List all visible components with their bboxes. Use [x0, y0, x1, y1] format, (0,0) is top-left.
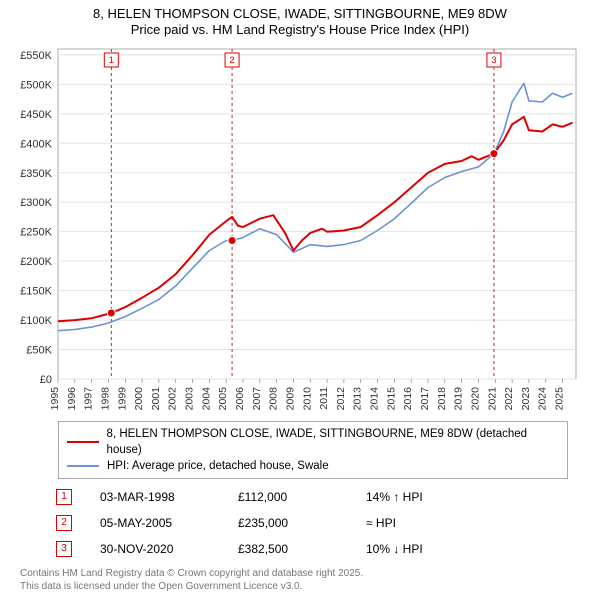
event-note: 14% ↑ HPI [366, 490, 423, 504]
event-price: £112,000 [238, 490, 338, 504]
svg-text:3: 3 [491, 55, 496, 66]
svg-text:2013: 2013 [352, 386, 364, 410]
svg-text:2020: 2020 [469, 386, 481, 410]
event-note: 10% ↓ HPI [366, 542, 423, 556]
svg-text:2002: 2002 [167, 386, 179, 410]
svg-text:2001: 2001 [150, 386, 162, 410]
svg-text:2022: 2022 [503, 386, 515, 410]
svg-text:2009: 2009 [284, 386, 296, 410]
svg-text:2023: 2023 [520, 386, 532, 410]
title-line-1: 8, HELEN THOMPSON CLOSE, IWADE, SITTINGB… [10, 6, 590, 22]
chart-container: 8, HELEN THOMPSON CLOSE, IWADE, SITTINGB… [0, 0, 600, 590]
svg-text:2: 2 [229, 55, 234, 66]
legend-row-1: 8, HELEN THOMPSON CLOSE, IWADE, SITTINGB… [67, 426, 559, 458]
legend-label-1: 8, HELEN THOMPSON CLOSE, IWADE, SITTINGB… [107, 426, 559, 458]
svg-text:£450K: £450K [20, 108, 52, 120]
svg-text:£100K: £100K [20, 315, 52, 327]
svg-text:2003: 2003 [184, 386, 196, 410]
event-marker-box: 3 [56, 541, 72, 557]
svg-text:1: 1 [109, 55, 114, 66]
svg-text:2016: 2016 [402, 386, 414, 410]
chart-title: 8, HELEN THOMPSON CLOSE, IWADE, SITTINGB… [10, 6, 590, 39]
svg-text:£50K: £50K [26, 344, 52, 356]
svg-text:2021: 2021 [486, 386, 498, 410]
plot-area: £0 £50K £100K £150K £200K £250K £300K £350K £400… [10, 43, 590, 413]
svg-text:£350K: £350K [20, 167, 52, 179]
event-marker-box: 2 [56, 515, 72, 531]
event-date: 05-MAY-2005 [100, 516, 210, 530]
svg-text:2012: 2012 [335, 386, 347, 410]
svg-text:2024: 2024 [537, 386, 549, 410]
legend-label-2: HPI: Average price, detached house, Swal… [107, 458, 329, 474]
svg-text:2007: 2007 [251, 386, 263, 410]
chart-svg: £0 £50K £100K £150K £200K £250K £300K £350K £400… [10, 43, 590, 413]
svg-text:2017: 2017 [419, 386, 431, 410]
svg-text:£200K: £200K [20, 256, 52, 268]
svg-text:£550K: £550K [20, 49, 52, 61]
svg-text:2005: 2005 [217, 386, 229, 410]
svg-text:1999: 1999 [116, 386, 128, 410]
svg-text:2010: 2010 [301, 386, 313, 410]
legend: 8, HELEN THOMPSON CLOSE, IWADE, SITTINGB… [58, 421, 568, 479]
event-row: 2 05-MAY-2005 £235,000 ≈ HPI [40, 515, 590, 531]
legend-row-2: HPI: Average price, detached house, Swal… [67, 458, 559, 474]
footer-line-1: Contains HM Land Registry data © Crown c… [20, 567, 590, 580]
svg-text:£400K: £400K [20, 138, 52, 150]
svg-text:£150K: £150K [20, 285, 52, 297]
svg-text:1995: 1995 [49, 386, 61, 410]
svg-text:2025: 2025 [554, 386, 566, 410]
svg-text:2019: 2019 [453, 386, 465, 410]
svg-text:1998: 1998 [99, 386, 111, 410]
svg-text:£300K: £300K [20, 197, 52, 209]
svg-text:2004: 2004 [200, 386, 212, 410]
svg-text:2014: 2014 [369, 386, 381, 410]
event-price: £235,000 [238, 516, 338, 530]
footer: Contains HM Land Registry data © Crown c… [20, 567, 590, 593]
event-row: 1 03-MAR-1998 £112,000 14% ↑ HPI [40, 489, 590, 505]
svg-text:2006: 2006 [234, 386, 246, 410]
svg-text:£250K: £250K [20, 226, 52, 238]
svg-text:1996: 1996 [66, 386, 78, 410]
event-price: £382,500 [238, 542, 338, 556]
svg-text:2000: 2000 [133, 386, 145, 410]
events-list: 1 03-MAR-1998 £112,000 14% ↑ HPI 2 05-MAY-200… [40, 489, 590, 557]
event-marker-box: 1 [56, 489, 72, 505]
svg-text:2018: 2018 [436, 386, 448, 410]
svg-text:2015: 2015 [385, 386, 397, 410]
event-note: ≈ HPI [366, 516, 396, 530]
svg-text:1997: 1997 [83, 386, 95, 410]
event-date: 30-NOV-2020 [100, 542, 210, 556]
title-line-2: Price paid vs. HM Land Registry's House … [10, 22, 590, 38]
svg-text:£500K: £500K [20, 79, 52, 91]
svg-text:2008: 2008 [268, 386, 280, 410]
event-date: 03-MAR-1998 [100, 490, 210, 504]
svg-text:2011: 2011 [318, 386, 330, 409]
svg-text:£0: £0 [40, 374, 52, 386]
legend-swatch-1 [67, 441, 99, 443]
footer-line-2: This data is licensed under the Open Gov… [20, 580, 590, 593]
legend-swatch-2 [67, 465, 99, 467]
event-row: 3 30-NOV-2020 £382,500 10% ↓ HPI [40, 541, 590, 557]
